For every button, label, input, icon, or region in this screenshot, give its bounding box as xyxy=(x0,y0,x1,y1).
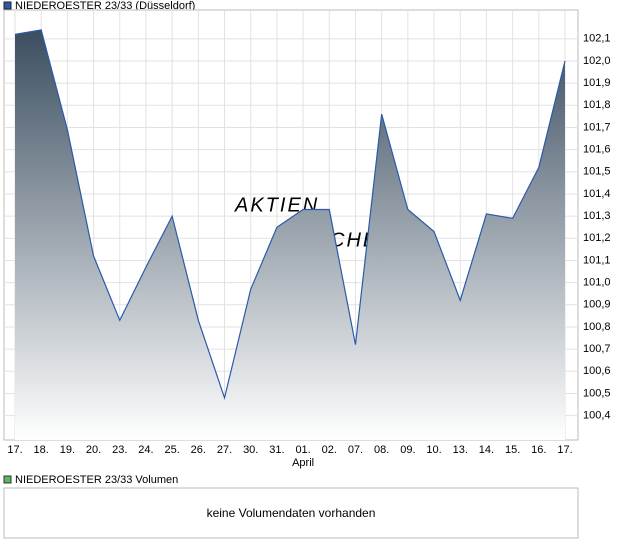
y-tick-label: 100,7 xyxy=(583,343,611,355)
x-tick-label: 23. xyxy=(112,444,127,456)
x-tick-label: 10. xyxy=(426,444,441,456)
x-tick-label: 02. xyxy=(322,444,337,456)
x-tick-label: 16. xyxy=(531,444,546,456)
y-tick-label: 101,9 xyxy=(583,77,611,89)
line xyxy=(14,29,566,401)
y-tick-label: 100,9 xyxy=(583,299,611,311)
y-tick-label: 101,6 xyxy=(583,144,611,156)
y-tick-label: 101,3 xyxy=(583,210,611,222)
y-tick-label: 101,4 xyxy=(583,188,611,200)
x-tick-label: 18. xyxy=(34,444,49,456)
x-tick-label: 15. xyxy=(505,444,520,456)
x-tick-label: 27. xyxy=(217,444,232,456)
area xyxy=(15,29,565,440)
legend-swatch xyxy=(3,1,12,10)
x-tick-label: 17. xyxy=(557,444,572,456)
y-tick-label: 101,8 xyxy=(583,99,611,111)
x-tick-label: 19. xyxy=(60,444,75,456)
x-tick-label: 31. xyxy=(269,444,284,456)
volume-title: NIEDEROESTER 23/33 Volumen xyxy=(15,474,178,486)
y-tick-label: 101,0 xyxy=(583,277,611,289)
watermark: AKTIEN xyxy=(234,194,319,216)
y-tick-label: 100,4 xyxy=(583,410,611,422)
volume-message: keine Volumendaten vorhanden xyxy=(207,506,376,520)
x-tick-label: 20. xyxy=(86,444,101,456)
volume-frame xyxy=(3,487,579,539)
y-tick-label: 100,5 xyxy=(583,387,611,399)
y-tick-label: 101,1 xyxy=(583,254,611,266)
legend-swatch xyxy=(3,475,12,484)
x-tick-label: 14. xyxy=(479,444,494,456)
x-tick-label: 24. xyxy=(138,444,153,456)
x-tick-label: 13. xyxy=(453,444,468,456)
y-tick-label: 101,5 xyxy=(583,166,611,178)
y-tick-label: 100,8 xyxy=(583,321,611,333)
x-tick-label: 30. xyxy=(243,444,258,456)
month-label: April xyxy=(292,457,314,469)
y-tick-label: 101,7 xyxy=(583,121,611,133)
y-tick-label: 101,2 xyxy=(583,232,611,244)
y-tick-label: 102,0 xyxy=(583,55,611,67)
x-tick-label: 01. xyxy=(295,444,310,456)
y-tick-label: 102,1 xyxy=(583,33,611,45)
y-tick-label: 100,6 xyxy=(583,365,611,377)
x-tick-label: 08. xyxy=(374,444,389,456)
x-tick-label: 25. xyxy=(164,444,179,456)
x-tick-label: 09. xyxy=(400,444,415,456)
x-tick-label: 17. xyxy=(7,444,22,456)
x-tick-label: 26. xyxy=(191,444,206,456)
legend-title: NIEDEROESTER 23/33 (Düsseldorf) xyxy=(15,0,195,12)
x-tick-label: 07. xyxy=(348,444,363,456)
